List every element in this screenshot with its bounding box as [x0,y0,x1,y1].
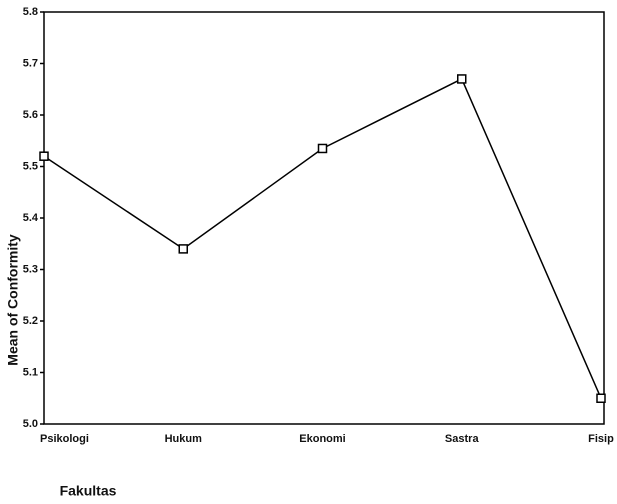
y-tick-label: 5.6 [23,109,38,121]
x-tick-label: Hukum [165,433,203,445]
y-tick-label: 5.0 [23,418,38,430]
plot-frame [43,11,605,425]
x-tick-label: Ekonomi [299,433,345,445]
x-axis-title: Fakultas [60,483,117,499]
y-tick-label: 5.4 [23,212,39,224]
y-tick-label: 5.1 [23,366,38,378]
x-tick-label: Fisip [588,433,614,445]
marker [317,143,328,154]
y-tick-label: 5.7 [23,57,38,69]
marker [457,74,467,84]
marker [39,151,49,161]
y-axis-title: Mean of Conformity [5,234,21,366]
y-tick-label: 5.2 [23,315,38,327]
y-tick-label: 5.5 [23,160,38,172]
marker [596,393,606,403]
x-tick-label: Psikologi [40,433,89,445]
y-tick-label: 5.3 [23,263,38,275]
x-tick-label: Sastra [445,433,480,445]
marker [178,244,188,254]
y-tick-label: 5.8 [23,6,38,18]
line [43,77,602,399]
